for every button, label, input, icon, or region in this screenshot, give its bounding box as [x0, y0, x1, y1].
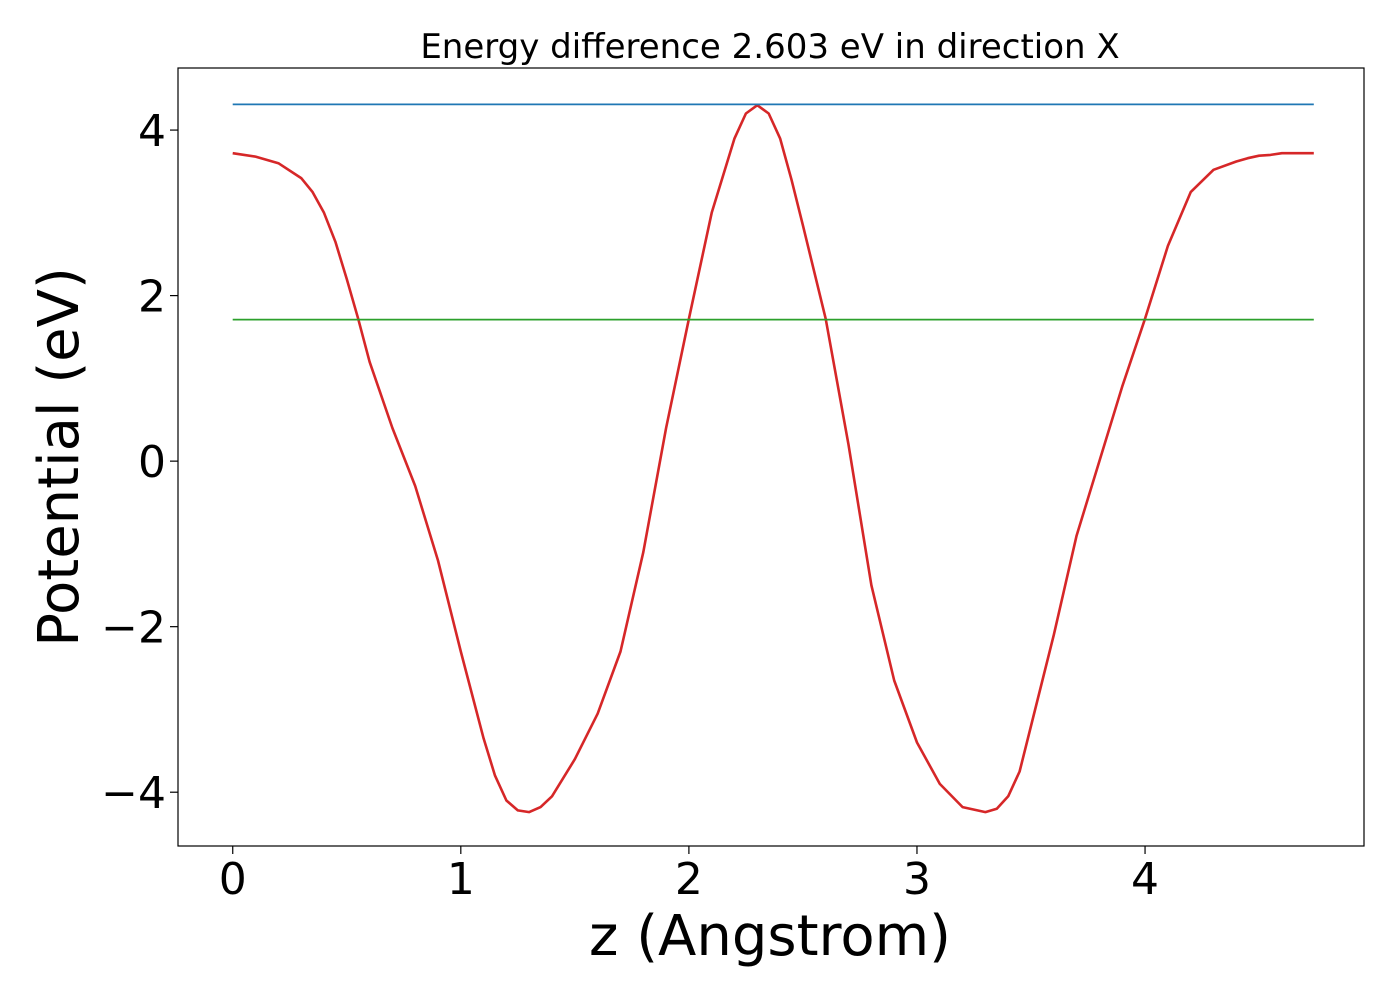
chart-title: Energy difference 2.603 eV in direction … [420, 27, 1119, 67]
y-axis-ticks: −4 −2 0 2 4 [101, 106, 178, 819]
series-line-0 [232, 103, 1314, 814]
x-tick-label: 1 [447, 854, 475, 905]
x-axis-ticks: 0 1 2 3 4 [219, 846, 1159, 905]
x-tick-label: 3 [903, 854, 931, 905]
x-tick-label: 2 [675, 854, 703, 905]
y-tick-label: −4 [101, 768, 166, 819]
y-tick-label: 0 [138, 437, 166, 488]
plot-area [232, 103, 1314, 814]
x-tick-label: 4 [1131, 854, 1159, 905]
y-tick-label: 4 [138, 106, 166, 157]
y-tick-label: −2 [101, 603, 166, 654]
plot-frame [177, 67, 1365, 847]
y-axis-label: Potential (eV) [27, 267, 92, 647]
x-tick-label: 0 [219, 854, 247, 905]
x-axis-label: z (Angstrom) [589, 904, 951, 969]
y-tick-label: 2 [138, 272, 166, 323]
